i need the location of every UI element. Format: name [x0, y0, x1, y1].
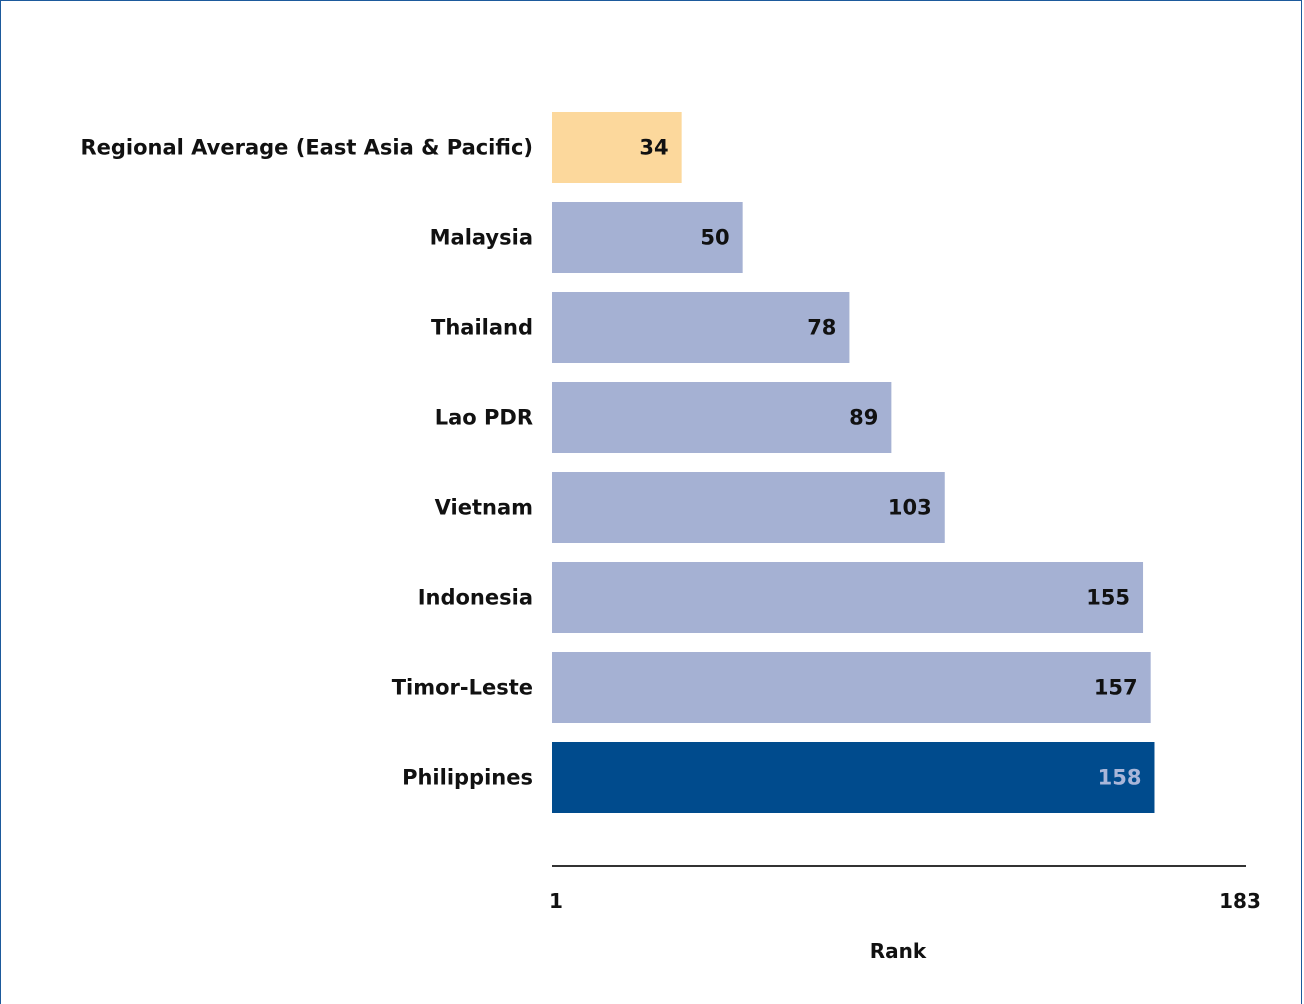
value-label: 50 — [700, 226, 729, 250]
category-label: Malaysia — [430, 226, 533, 250]
value-label: 89 — [849, 406, 878, 430]
bar — [552, 112, 682, 183]
value-label: 103 — [888, 496, 932, 520]
category-label: Philippines — [402, 766, 533, 790]
bar — [552, 202, 743, 273]
bar — [552, 382, 892, 453]
bars — [552, 112, 1155, 813]
x-axis-ticks: 1 183 — [549, 889, 1261, 913]
category-label: Thailand — [431, 316, 533, 340]
x-axis-title: Rank — [870, 939, 927, 963]
value-label: 155 — [1086, 586, 1130, 610]
value-label: 78 — [807, 316, 836, 340]
tick-label: 1 — [549, 889, 563, 913]
tick-label: 183 — [1219, 889, 1261, 913]
category-label: Indonesia — [418, 586, 533, 610]
bar — [552, 652, 1151, 723]
bar — [552, 292, 850, 363]
category-label: Timor-Leste — [392, 676, 533, 700]
category-label: Lao PDR — [435, 406, 533, 430]
value-label: 157 — [1094, 676, 1138, 700]
value-labels: 34 50 78 89 103 155 157 158 — [639, 136, 1141, 790]
bar — [552, 472, 945, 543]
category-label: Vietnam — [435, 496, 533, 520]
bar — [552, 562, 1144, 633]
value-label: 158 — [1098, 766, 1142, 790]
category-labels: Regional Average (East Asia & Pacific) Ma… — [80, 136, 533, 790]
bar — [552, 742, 1155, 813]
category-label: Regional Average (East Asia & Pacific) — [80, 136, 533, 160]
value-label: 34 — [639, 136, 668, 160]
